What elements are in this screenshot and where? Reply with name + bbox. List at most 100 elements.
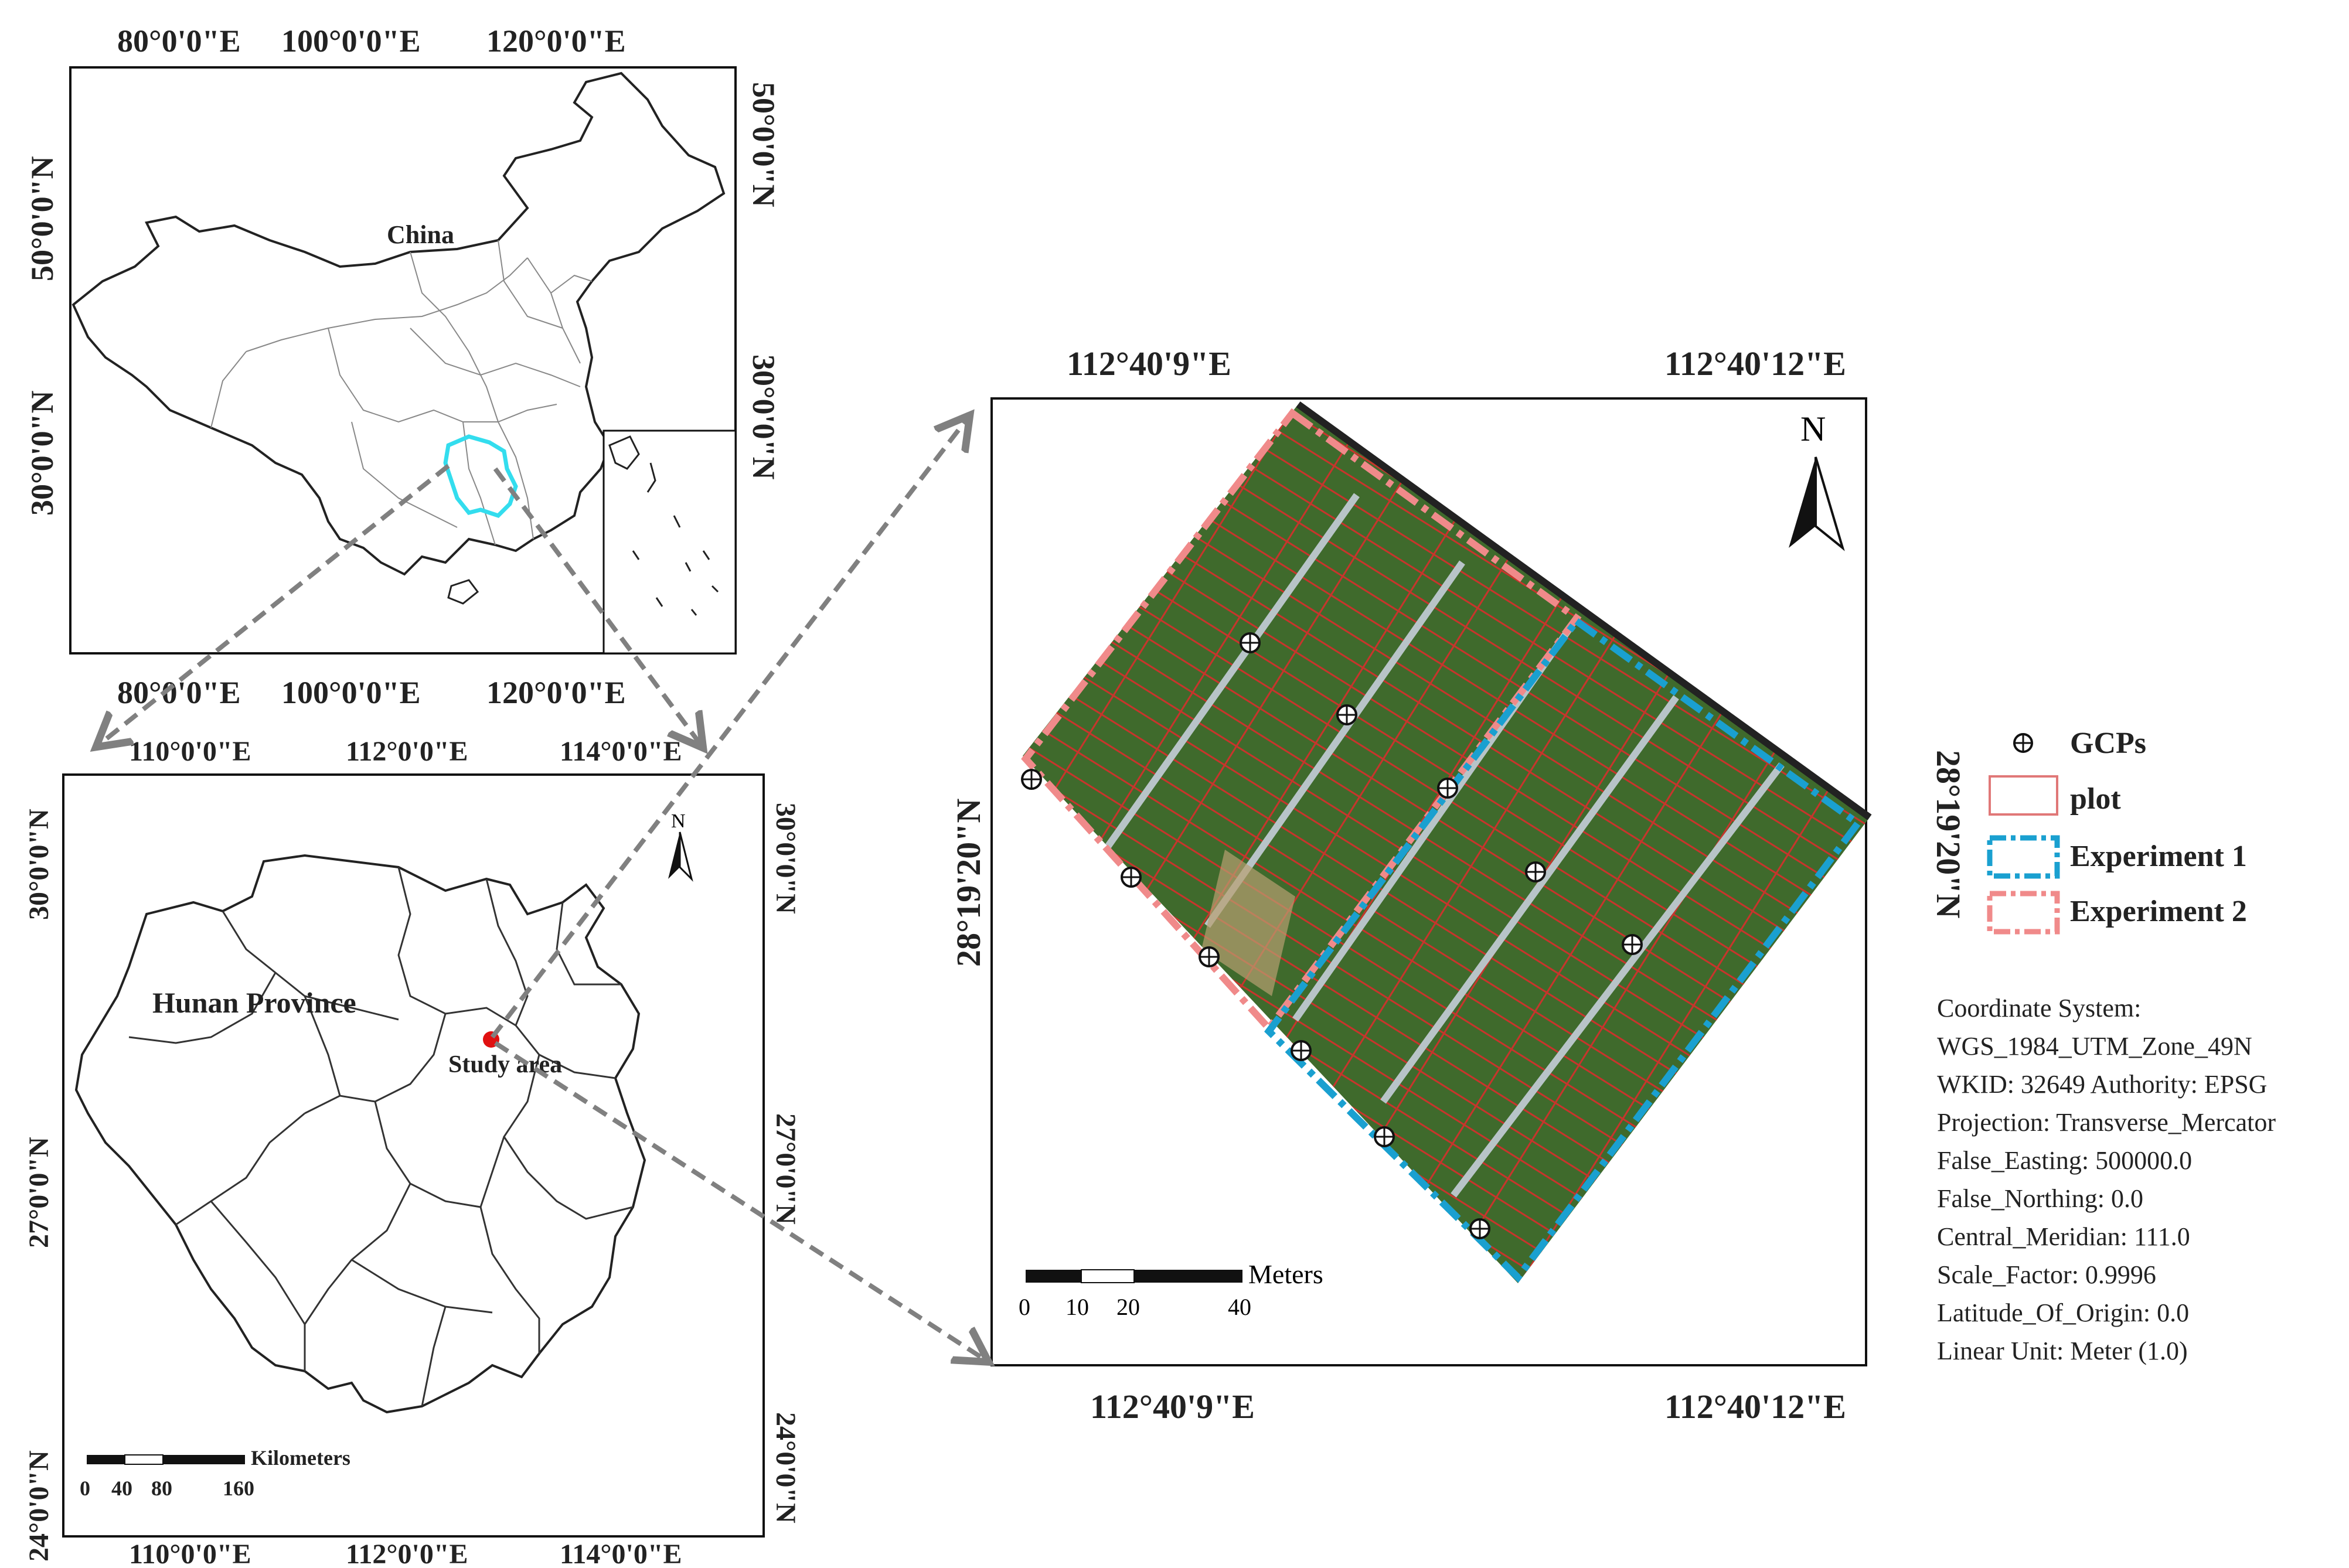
hunan-top-label-2: 112°0'0"E xyxy=(346,736,468,767)
arrow-china-to-hunan-left xyxy=(100,463,450,744)
gcp-marker xyxy=(1374,1126,1395,1147)
china-left-label-2: 30°0'0"N xyxy=(25,390,60,516)
china-outline xyxy=(72,71,726,576)
south-china-sea-inset xyxy=(602,430,737,655)
field-bottom-label-2: 112°40'12"E xyxy=(1664,1388,1846,1426)
hunan-province-label: Hunan Province xyxy=(152,986,356,1019)
gcp-marker xyxy=(1525,861,1546,882)
coord-info-line-1: Coordinate System: xyxy=(1937,994,2141,1022)
china-bottom-label-3: 120°0'0"E xyxy=(486,675,626,710)
coordinate-info: Coordinate System: WGS_1984_UTM_Zone_49N… xyxy=(1937,994,2276,1365)
south-china-sea-islands xyxy=(608,435,719,616)
hunan-map-frame xyxy=(62,773,765,1538)
coord-info-line-3: WKID: 32649 Authority: EPSG xyxy=(1937,1070,2267,1099)
field-scale-bar: Meters 0 10 20 40 xyxy=(1019,1259,1323,1320)
field-map: N Meters 0 10 20 40 112°40'9"E 112°40'12… xyxy=(949,345,1967,1426)
gcp-marker xyxy=(1021,769,1042,790)
field-top-label-1: 112°40'9"E xyxy=(1067,345,1231,383)
gcp-marker xyxy=(1240,632,1261,653)
hunan-north-label: N xyxy=(671,810,686,832)
hunan-top-label-1: 110°0'0"E xyxy=(129,736,251,767)
hunan-north-arrow: N xyxy=(668,810,693,882)
coord-info-line-8: Scale_Factor: 0.9996 xyxy=(1937,1260,2156,1289)
field-north-label: N xyxy=(1800,410,1826,448)
hunan-bottom-label-1: 110°0'0"E xyxy=(129,1539,251,1568)
arrow-hunan-to-field-bottom xyxy=(493,1041,985,1359)
gcp-markers xyxy=(1021,632,1643,1239)
gcp-marker xyxy=(1121,867,1142,888)
field-right-label: 28°19'20"N xyxy=(1929,750,1967,919)
hunan-scale-bar: Kilometers 0 40 80 160 xyxy=(80,1446,350,1500)
china-right-label-2: 30°0'0"N xyxy=(746,354,781,480)
hunan-left-label-2: 27°0'0"N xyxy=(23,1137,55,1248)
field-scale-unit: Meters xyxy=(1248,1259,1323,1289)
hunan-right-label-2: 27°0'0"N xyxy=(770,1113,801,1225)
hunan-scale-unit: Kilometers xyxy=(251,1446,350,1470)
field-top-edge xyxy=(1296,401,1872,820)
gcp-marker xyxy=(1469,1218,1490,1239)
gcp-marker xyxy=(1336,704,1357,725)
field-scale-tick-3: 40 xyxy=(1228,1294,1251,1320)
legend-experiment-1-label: Experiment 1 xyxy=(2070,840,2247,873)
field-paths xyxy=(1105,493,1785,1198)
hunan-top-label-3: 114°0'0"E xyxy=(560,736,682,767)
china-top-label-2: 100°0'0"E xyxy=(281,23,421,59)
hunan-prefecture-borders xyxy=(128,867,634,1407)
hunan-scale-tick-3: 160 xyxy=(223,1477,254,1500)
gcp-marker xyxy=(1291,1040,1312,1061)
arrow-china-to-hunan-right xyxy=(493,467,700,744)
china-hainan xyxy=(447,579,479,605)
legend-item-experiment-2: Experiment 2 xyxy=(1987,891,2247,935)
experiment-2-boundary xyxy=(1021,408,1582,1034)
hunan-right-label-3: 24°0'0"N xyxy=(770,1412,801,1523)
legend-item-plot: plot xyxy=(1989,775,2121,816)
hunan-bottom-label-2: 112°0'0"E xyxy=(346,1539,468,1568)
hunan-right-label-1: 30°0'0"N xyxy=(770,803,801,914)
field-left-label: 28°19'20"N xyxy=(949,798,988,967)
hunan-left-label-3: 24°0'0"N xyxy=(23,1450,55,1562)
coord-info-line-9: Latitude_Of_Origin: 0.0 xyxy=(1937,1298,2189,1327)
legend-plot-label: plot xyxy=(2070,782,2121,816)
china-right-label-1: 50°0'0"N xyxy=(746,82,781,207)
field-scale-tick-2: 20 xyxy=(1116,1294,1140,1320)
legend-experiment-2-label: Experiment 2 xyxy=(2070,895,2247,928)
gcp-marker xyxy=(1622,934,1643,955)
hunan-bottom-label-3: 114°0'0"E xyxy=(560,1539,682,1568)
coord-info-line-4: Projection: Transverse_Mercator xyxy=(1937,1108,2276,1137)
hunan-scale-tick-1: 40 xyxy=(111,1477,132,1500)
china-bottom-label-1: 80°0'0"E xyxy=(117,675,241,710)
china-top-label-1: 80°0'0"E xyxy=(117,23,241,59)
connector-arrows xyxy=(100,419,985,1359)
bare-patch xyxy=(1201,850,1295,996)
field-scale-tick-0: 0 xyxy=(1019,1294,1030,1320)
coord-info-line-5: False_Easting: 500000.0 xyxy=(1937,1146,2192,1175)
legend: GCPs plot Experiment 1 Experiment 2 xyxy=(1987,727,2247,935)
china-bottom-label-2: 100°0'0"E xyxy=(281,675,421,710)
coord-info-line-7: Central_Meridian: 111.0 xyxy=(1937,1222,2190,1251)
field-north-arrow: N xyxy=(1789,410,1845,551)
china-map: China 80°0'0"E 100°0'0"E 120°0'0"E 80°0'… xyxy=(25,23,781,710)
hunan-scale-tick-0: 0 xyxy=(80,1477,90,1500)
coord-info-line-6: False_Northing: 0.0 xyxy=(1937,1184,2143,1213)
legend-item-experiment-1: Experiment 1 xyxy=(1987,835,2247,879)
gcp-marker xyxy=(1437,778,1458,799)
hunan-left-label-1: 30°0'0"N xyxy=(23,809,55,920)
gcp-marker xyxy=(1199,946,1220,967)
field-top-label-2: 112°40'12"E xyxy=(1664,345,1846,383)
legend-item-gcps: GCPs xyxy=(2013,727,2146,760)
field-bottom-label-1: 112°40'9"E xyxy=(1090,1388,1255,1426)
field-scale-tick-1: 10 xyxy=(1065,1294,1089,1320)
arrow-hunan-to-field-top xyxy=(490,419,967,1039)
hunan-highlight xyxy=(443,434,518,519)
coord-info-line-2: WGS_1984_UTM_Zone_49N xyxy=(1937,1032,2252,1061)
legend-gcps-label: GCPs xyxy=(2070,727,2146,760)
china-top-label-3: 120°0'0"E xyxy=(486,23,626,59)
china-province-borders xyxy=(210,240,593,546)
coord-info-line-10: Linear Unit: Meter (1.0) xyxy=(1937,1337,2188,1365)
china-left-label-1: 50°0'0"N xyxy=(25,156,60,281)
hunan-scale-tick-2: 80 xyxy=(151,1477,172,1500)
experiment-1-boundary xyxy=(1264,616,1863,1283)
hunan-map: Hunan Province Study area N Kilometers 0… xyxy=(23,736,801,1568)
china-label: China xyxy=(387,220,454,249)
